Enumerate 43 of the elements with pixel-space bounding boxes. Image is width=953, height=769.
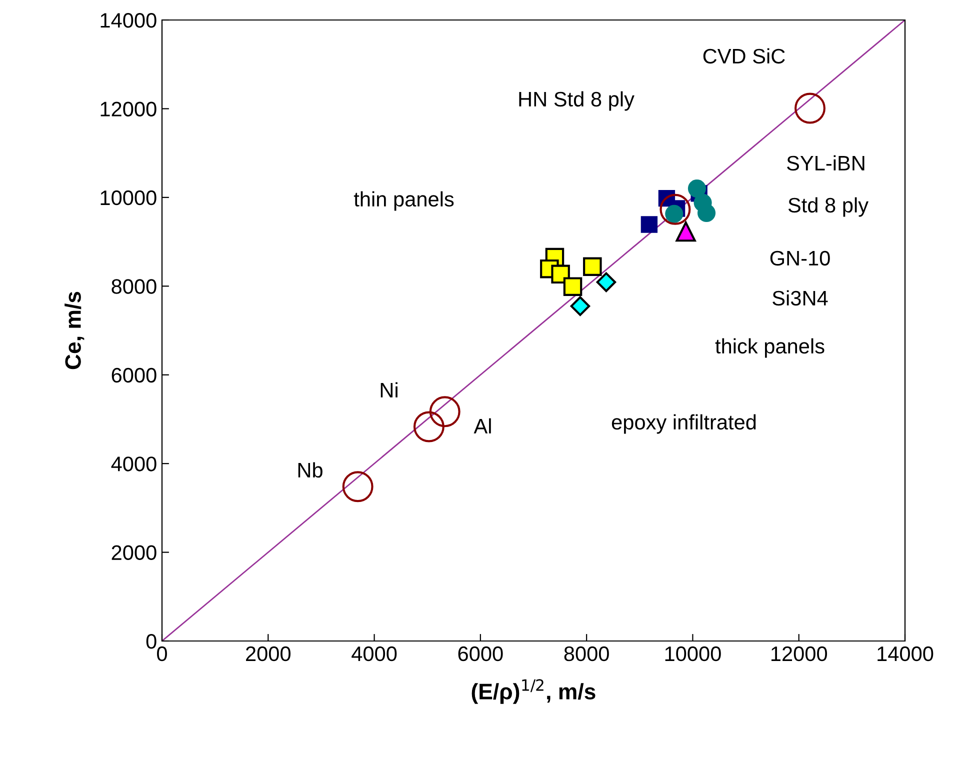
annotation: CVD SiC (703, 48, 785, 64)
y-tick-label: 12000 (100, 102, 156, 116)
x-tick-label: 0 (157, 646, 167, 662)
point (429, 396, 460, 428)
annotation: HN Std 8 ply (519, 91, 634, 111)
point (596, 272, 616, 292)
x-tick-label: 4000 (352, 646, 397, 662)
annotation: Nb (298, 462, 322, 478)
point (570, 296, 590, 316)
annotation: Si3N4 (772, 290, 828, 306)
annotation: Std 8 ply (788, 197, 868, 217)
point (660, 194, 691, 225)
point (583, 257, 602, 276)
point (697, 204, 716, 222)
point (342, 471, 374, 502)
point (640, 216, 658, 233)
point (563, 277, 582, 296)
x-tick-label: 10000 (665, 646, 721, 662)
y-tick-label: 10000 (100, 190, 156, 206)
x-tick-label: 12000 (771, 646, 828, 662)
y-tick-label: 4000 (111, 456, 156, 472)
y-axis-title: Ce, m/s (64, 292, 84, 370)
y-tick-label: 8000 (112, 279, 156, 294)
point (688, 180, 706, 198)
y-tick-label: 2000 (112, 545, 156, 560)
annotation: Ni (380, 382, 398, 398)
annotation: thin panels (354, 191, 454, 211)
annotation: epoxy infiltrated (612, 414, 756, 434)
y-tick-label: 0 (146, 634, 156, 649)
annotation: Al (474, 418, 491, 434)
annotation: SYL-iBN (787, 155, 864, 171)
x-tick-label: 14000 (878, 646, 934, 662)
x-tick-label: 2000 (246, 646, 291, 662)
annotation: GN-10 (770, 250, 830, 266)
point (676, 222, 696, 242)
y-tick-label: 14000 (100, 13, 156, 28)
point (794, 92, 826, 124)
annotation: thick panels (715, 338, 824, 358)
point (413, 411, 444, 442)
x-axis-title: (E/ρ)$^{1/2}$, m/s (472, 679, 596, 704)
x-tick-label: 6000 (458, 646, 503, 662)
x-tick-label: 8000 (564, 646, 609, 662)
y-tick-label: 6000 (112, 368, 156, 383)
